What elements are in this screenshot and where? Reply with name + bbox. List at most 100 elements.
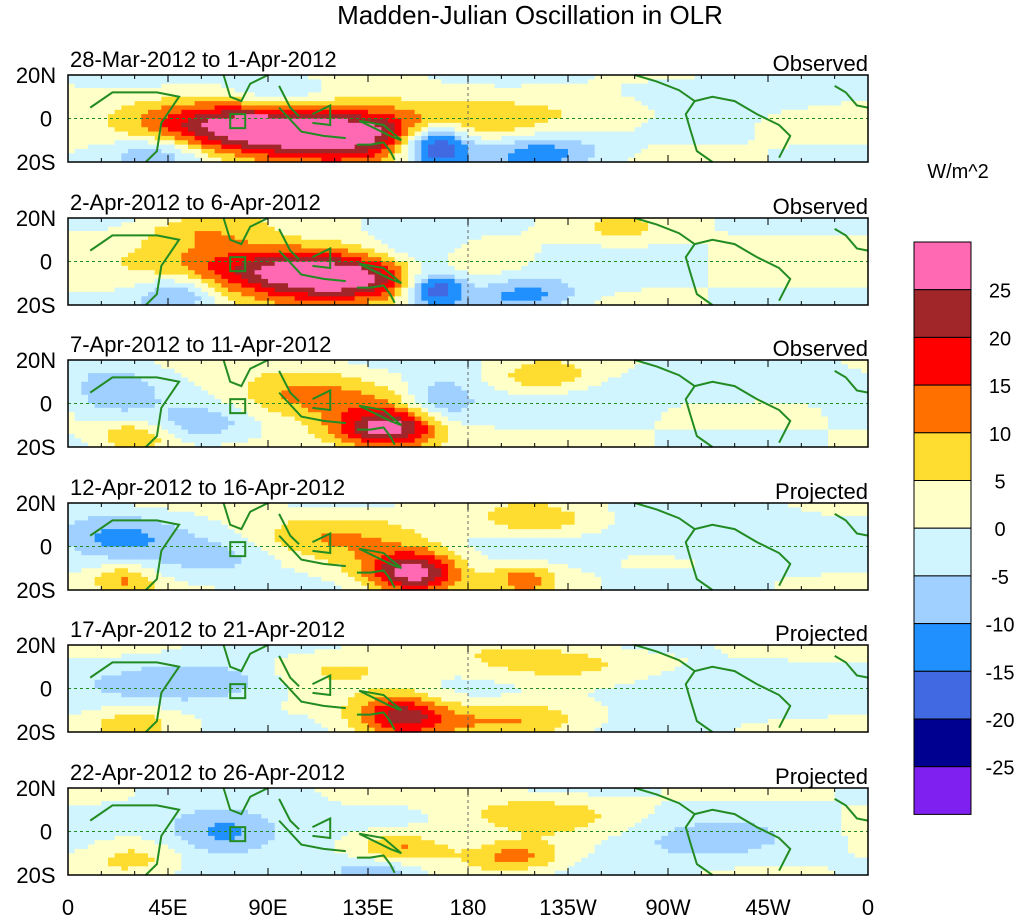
- heatmap-cell: [288, 101, 296, 107]
- heatmap-cell: [108, 261, 116, 267]
- heatmap-cell: [428, 157, 436, 163]
- heatmap-cell: [421, 83, 429, 89]
- heatmap-cell: [654, 296, 662, 302]
- heatmap-cell: [161, 105, 169, 111]
- heatmap-cell: [234, 122, 242, 128]
- heatmap-cell: [281, 235, 289, 241]
- heatmap-cell: [101, 122, 109, 128]
- heatmap-cell: [501, 222, 509, 228]
- heatmap-cell: [641, 101, 649, 107]
- heatmap-cell: [814, 79, 822, 85]
- heatmap-cell: [474, 127, 482, 133]
- heatmap-cell: [474, 235, 482, 241]
- heatmap-cell: [474, 278, 482, 284]
- heatmap-cell: [328, 226, 336, 232]
- heatmap-cell: [414, 79, 422, 85]
- heatmap-cell: [134, 265, 142, 271]
- heatmap-cell: [281, 248, 289, 254]
- heatmap-cell: [434, 265, 442, 271]
- heatmap-cell: [754, 148, 762, 154]
- heatmap-cell: [528, 83, 536, 89]
- heatmap-cell: [361, 257, 369, 263]
- heatmap-cell: [201, 287, 209, 293]
- heatmap-cell: [861, 287, 869, 293]
- heatmap-cell: [401, 257, 409, 263]
- heatmap-cell: [448, 96, 456, 102]
- heatmap-cell: [808, 257, 816, 263]
- heatmap-cell: [388, 218, 396, 223]
- heatmap-cell: [788, 291, 796, 297]
- heatmap-cell: [721, 157, 729, 163]
- heatmap-cell: [521, 135, 529, 141]
- heatmap-cell: [354, 157, 362, 163]
- heatmap-cell: [354, 270, 362, 276]
- heatmap-cell: [248, 122, 256, 128]
- heatmap-cell: [608, 239, 616, 245]
- heatmap-cell: [748, 75, 756, 80]
- heatmap-cell: [534, 79, 542, 85]
- heatmap-cell: [221, 278, 229, 284]
- heatmap-cell: [161, 148, 169, 154]
- heatmap-cell: [761, 231, 769, 236]
- heatmap-cell: [268, 114, 276, 120]
- heatmap-cell: [328, 231, 336, 236]
- heatmap-cell: [468, 278, 476, 284]
- heatmap-cell: [428, 96, 436, 102]
- heatmap-cell: [488, 101, 496, 107]
- heatmap-cell: [668, 114, 676, 120]
- heatmap-cell: [368, 79, 376, 85]
- heatmap-cell: [128, 283, 136, 289]
- heatmap-cell: [714, 96, 722, 102]
- heatmap-cell: [334, 144, 342, 150]
- heatmap-cell: [541, 127, 549, 133]
- heatmap-cell: [634, 244, 642, 250]
- heatmap-cell: [94, 75, 102, 80]
- heatmap-cell: [541, 244, 549, 250]
- heatmap-cell: [768, 101, 776, 107]
- heatmap-cell: [521, 144, 529, 150]
- heatmap-cell: [788, 131, 796, 137]
- heatmap-cell: [154, 235, 162, 241]
- heatmap-cell: [301, 235, 309, 241]
- heatmap-cell: [748, 101, 756, 107]
- heatmap-cell: [854, 105, 862, 111]
- heatmap-cell: [581, 75, 589, 80]
- heatmap-cell: [114, 157, 122, 163]
- heatmap-cell: [654, 252, 662, 258]
- heatmap-cell: [121, 248, 129, 254]
- heatmap-cell: [81, 390, 89, 396]
- heatmap-cell: [761, 122, 769, 128]
- heatmap-cell: [288, 75, 296, 80]
- heatmap-cell: [741, 135, 749, 141]
- heatmap-cell: [841, 244, 849, 250]
- heatmap-cell: [814, 244, 822, 250]
- heatmap-cell: [228, 135, 236, 141]
- heatmap-cell: [81, 148, 89, 154]
- heatmap-cell: [801, 222, 809, 228]
- heatmap-cell: [641, 127, 649, 133]
- heatmap-cell: [554, 283, 562, 289]
- heatmap-cell: [754, 239, 762, 245]
- heatmap-cell: [534, 101, 542, 107]
- heatmap-cell: [614, 153, 622, 159]
- heatmap-cell: [314, 222, 322, 228]
- heatmap-cell: [734, 109, 742, 115]
- heatmap-cell: [88, 235, 96, 241]
- heatmap-cell: [841, 131, 849, 137]
- heatmap-cell: [368, 118, 376, 124]
- heatmap-cell: [441, 144, 449, 150]
- heatmap-cell: [141, 96, 149, 102]
- heatmap-cell: [641, 283, 649, 289]
- heatmap-cell: [821, 92, 829, 98]
- heatmap-cell: [501, 83, 509, 89]
- heatmap-cell: [548, 144, 556, 150]
- heatmap-cell: [721, 218, 729, 223]
- heatmap-cell: [134, 287, 142, 293]
- heatmap-cell: [248, 283, 256, 289]
- heatmap-cell: [788, 226, 796, 232]
- heatmap-cell: [448, 300, 456, 306]
- heatmap-cell: [708, 88, 716, 93]
- heatmap-cell: [514, 140, 522, 146]
- heatmap-cell: [234, 287, 242, 293]
- heatmap-cell: [328, 291, 336, 297]
